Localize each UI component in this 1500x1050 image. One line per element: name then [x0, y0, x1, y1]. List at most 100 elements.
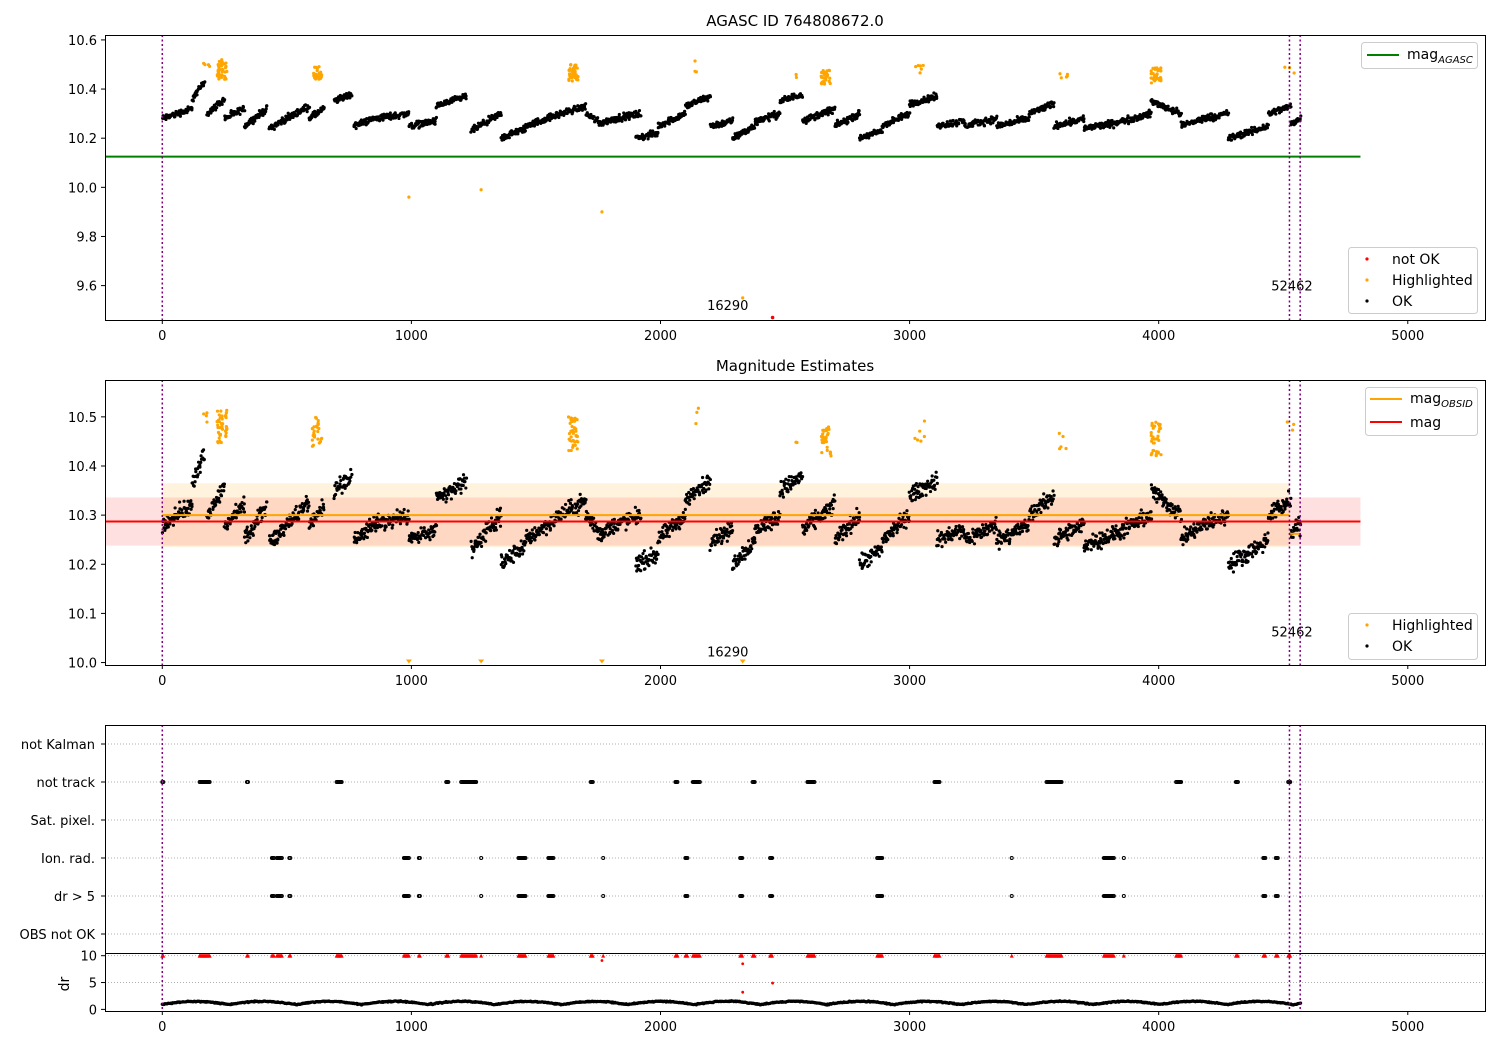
- ok-point: [669, 115, 673, 120]
- ok-point: [208, 507, 212, 511]
- ok-point: [826, 113, 830, 117]
- highlighted-point: [567, 72, 572, 76]
- ok-point: [322, 105, 326, 110]
- ok-point: [479, 544, 484, 548]
- ok-point: [895, 528, 900, 532]
- ok-point: [793, 481, 797, 486]
- ok-point: [850, 119, 855, 123]
- ok-point: [295, 113, 300, 117]
- ok-point: [709, 543, 713, 548]
- ok-point: [407, 517, 411, 521]
- ok-point: [708, 482, 712, 486]
- ok-point: [578, 492, 582, 496]
- ok-point: [700, 475, 705, 480]
- ok-point: [1049, 494, 1053, 499]
- ok-point: [1026, 528, 1030, 532]
- ok-point: [253, 524, 257, 529]
- ok-point: [533, 526, 537, 530]
- ok-point: [655, 134, 659, 138]
- ok-point: [214, 503, 218, 507]
- ok-point: [935, 95, 939, 99]
- ok-point: [647, 564, 651, 568]
- ok-point: [563, 502, 568, 507]
- ok-point: [1176, 504, 1180, 508]
- ok-point: [1125, 531, 1130, 536]
- ok-point: [1178, 509, 1182, 513]
- ok-point: [1114, 524, 1118, 528]
- ok-point: [1052, 101, 1056, 105]
- ok-point: [349, 467, 353, 472]
- ok-point: [719, 534, 723, 539]
- ok-point: [722, 526, 726, 530]
- ok-point: [770, 516, 774, 520]
- ok-point: [880, 550, 884, 554]
- ok-point: [498, 524, 503, 528]
- highlighted-point: [206, 63, 211, 67]
- ok-point: [1171, 107, 1175, 111]
- ok-point: [318, 505, 322, 510]
- ok-point: [464, 486, 468, 490]
- obsid-annotation: 52462: [1271, 280, 1312, 295]
- highlighted-point: [573, 75, 577, 79]
- ok-point: [1122, 523, 1126, 527]
- ok-point: [749, 544, 753, 548]
- ok-point: [368, 517, 372, 521]
- ok-point: [994, 515, 998, 519]
- ok-point: [196, 473, 200, 477]
- ok-point: [391, 523, 395, 527]
- ok-point: [997, 547, 1001, 551]
- ok-point: [511, 560, 516, 565]
- ok-point: [786, 490, 790, 494]
- ok-point: [604, 526, 608, 530]
- highlighted-point: [794, 75, 798, 80]
- ok-point: [936, 529, 940, 533]
- highlighted-point: [570, 79, 574, 83]
- ok-point: [1250, 125, 1254, 130]
- ok-point: [548, 526, 553, 531]
- ok-point: [1192, 522, 1196, 526]
- ok-point: [620, 119, 624, 123]
- ok-point: [731, 116, 735, 120]
- ok-point: [281, 531, 286, 535]
- ok-point: [495, 115, 499, 120]
- ok-point: [1105, 528, 1109, 532]
- ok-point: [837, 538, 841, 542]
- ok-point: [311, 524, 316, 528]
- ok-point: [320, 498, 324, 502]
- ok-point: [576, 509, 581, 513]
- highlighted-point: [821, 68, 825, 73]
- ok-point: [507, 136, 511, 140]
- ok-point: [1112, 126, 1116, 130]
- ok-point: [509, 556, 513, 560]
- ok-point: [518, 552, 522, 557]
- highlighted-point: [217, 77, 221, 81]
- highlighted-point: [569, 62, 573, 67]
- ok-point: [939, 125, 943, 129]
- ok-point: [245, 525, 249, 529]
- ok-point: [704, 488, 708, 492]
- ok-point: [708, 548, 712, 553]
- ok-point: [762, 523, 766, 527]
- ok-point: [297, 517, 301, 521]
- ok-point: [1064, 119, 1068, 123]
- ok-point: [671, 528, 675, 532]
- highlighted-point: [202, 61, 206, 65]
- ok-point: [332, 496, 336, 501]
- ok-point: [592, 115, 596, 119]
- ok-point: [1027, 115, 1031, 119]
- ok-point: [1052, 493, 1056, 497]
- highlighted-point: [219, 63, 223, 67]
- ok-point: [189, 507, 193, 511]
- ok-point: [1027, 118, 1031, 122]
- ok-point: [623, 118, 628, 122]
- ok-point: [433, 122, 437, 126]
- ok-point: [1124, 516, 1128, 520]
- ok-point: [380, 524, 384, 528]
- ok-point: [1229, 138, 1234, 142]
- ok-point: [618, 522, 622, 526]
- ok-point: [980, 523, 985, 527]
- ok-point: [201, 84, 206, 88]
- ok-point: [886, 538, 890, 542]
- ok-point: [905, 509, 909, 513]
- x-tick-label: 0: [158, 329, 166, 344]
